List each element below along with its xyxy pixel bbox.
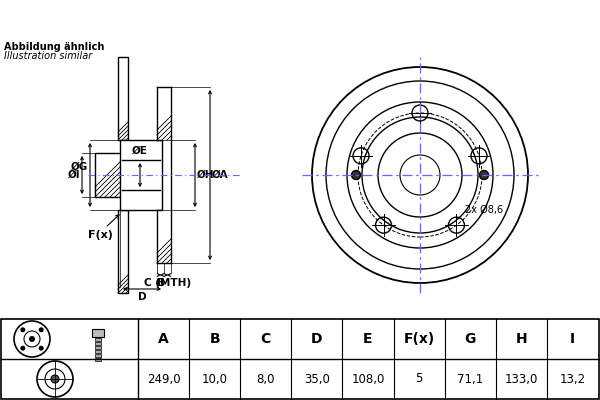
Circle shape bbox=[20, 327, 25, 332]
Circle shape bbox=[352, 170, 361, 180]
Text: Illustration similar: Illustration similar bbox=[4, 51, 92, 61]
Bar bbox=[95, 342, 101, 345]
Circle shape bbox=[38, 327, 44, 332]
Bar bbox=[120, 140, 162, 210]
Text: 8,0: 8,0 bbox=[257, 372, 275, 386]
Bar bbox=[95, 350, 101, 353]
Text: C (MTH): C (MTH) bbox=[144, 278, 191, 288]
Text: 13,2: 13,2 bbox=[559, 372, 586, 386]
Text: F(x): F(x) bbox=[88, 230, 112, 240]
Text: 133,0: 133,0 bbox=[505, 372, 538, 386]
Bar bbox=[95, 338, 101, 341]
Text: 108,0: 108,0 bbox=[352, 372, 385, 386]
Bar bbox=[92, 329, 104, 337]
Circle shape bbox=[29, 336, 35, 342]
Text: B: B bbox=[157, 278, 164, 288]
Bar bbox=[95, 346, 101, 349]
Text: D: D bbox=[311, 332, 323, 346]
Bar bbox=[157, 210, 171, 263]
Text: ØG: ØG bbox=[71, 162, 88, 172]
Bar bbox=[95, 358, 101, 361]
Text: E: E bbox=[363, 332, 373, 346]
Text: I: I bbox=[570, 332, 575, 346]
Bar bbox=[95, 153, 122, 197]
Circle shape bbox=[479, 170, 488, 180]
Text: B: B bbox=[209, 332, 220, 346]
Text: G: G bbox=[464, 332, 476, 346]
Text: Abbildung ähnlich: Abbildung ähnlich bbox=[4, 42, 104, 52]
Bar bbox=[118, 57, 128, 140]
Text: F(x): F(x) bbox=[403, 332, 435, 346]
Text: H: H bbox=[515, 332, 527, 346]
Circle shape bbox=[38, 346, 44, 351]
Text: ØE: ØE bbox=[132, 146, 148, 156]
Text: 24.0110-0397.1    410397: 24.0110-0397.1 410397 bbox=[130, 6, 470, 30]
Text: C: C bbox=[260, 332, 271, 346]
Text: 2x Ø8,6: 2x Ø8,6 bbox=[466, 204, 503, 214]
Text: ØI: ØI bbox=[67, 170, 80, 180]
Bar bbox=[118, 210, 128, 293]
Circle shape bbox=[20, 346, 25, 351]
Text: 249,0: 249,0 bbox=[147, 372, 181, 386]
Text: 10,0: 10,0 bbox=[202, 372, 227, 386]
Circle shape bbox=[51, 375, 59, 383]
Bar bbox=[95, 354, 101, 357]
Text: 71,1: 71,1 bbox=[457, 372, 484, 386]
Text: D: D bbox=[137, 292, 146, 302]
Bar bbox=[157, 87, 171, 140]
Text: A: A bbox=[158, 332, 169, 346]
Text: ØA: ØA bbox=[212, 170, 229, 180]
Text: 35,0: 35,0 bbox=[304, 372, 330, 386]
Text: ØH: ØH bbox=[197, 170, 215, 180]
Text: 5: 5 bbox=[415, 372, 423, 386]
